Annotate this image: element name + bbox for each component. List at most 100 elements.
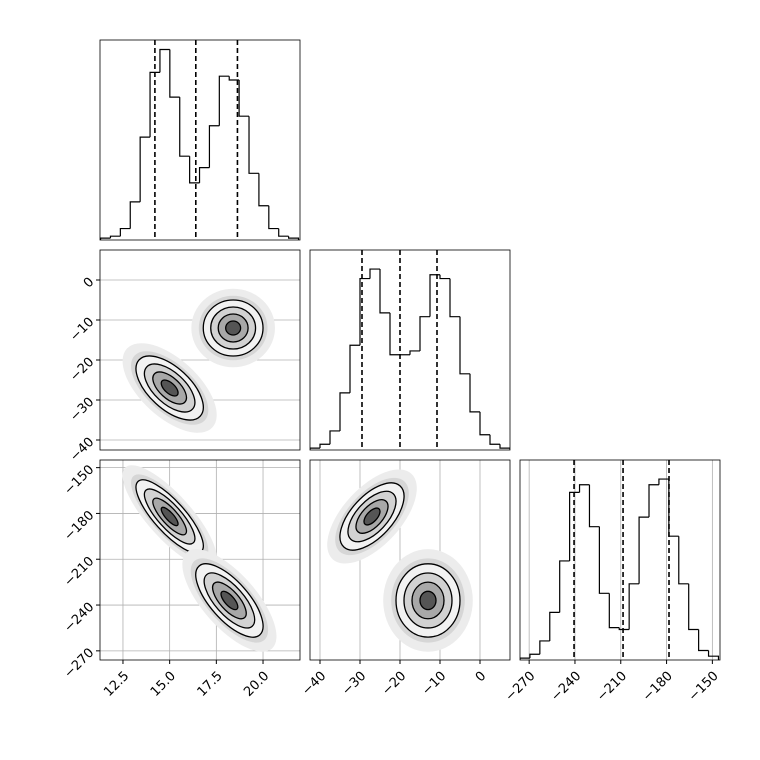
histogram-step	[100, 237, 111, 240]
histogram-step	[288, 236, 300, 240]
histogram-step	[429, 274, 440, 317]
histogram-step	[449, 278, 460, 318]
histogram-step	[529, 653, 540, 659]
density-contour	[419, 590, 437, 611]
histogram-step	[329, 430, 340, 445]
histogram-step	[159, 48, 170, 73]
histogram-step	[228, 76, 240, 81]
histogram-step	[668, 479, 679, 537]
histogram-step	[238, 80, 250, 117]
histogram-step	[268, 205, 279, 230]
histogram-step	[389, 312, 400, 356]
histogram-step	[208, 125, 220, 168]
histogram-step	[319, 443, 330, 449]
panel-frame	[309, 249, 511, 451]
x-tick-label: −30	[339, 669, 369, 699]
y-tick-label: −30	[67, 395, 97, 425]
histogram-step	[119, 227, 131, 237]
histogram-step	[688, 583, 699, 631]
x-tick-label: −10	[419, 669, 449, 699]
histogram-step	[628, 583, 640, 630]
x-tick-label: 12.5	[101, 669, 132, 700]
x-tick-label: −270	[503, 669, 539, 705]
x-tick-label: −240	[548, 669, 584, 705]
histogram-step	[598, 526, 610, 594]
histogram-step	[359, 277, 370, 346]
histogram-step	[310, 447, 320, 450]
histogram-step	[569, 491, 580, 561]
histogram-step	[149, 71, 160, 138]
y-tick-label: −210	[61, 554, 97, 590]
histogram-step	[198, 167, 210, 183]
histogram-step	[339, 392, 350, 431]
y-tick-label: −20	[67, 355, 97, 385]
panel-frame	[99, 459, 301, 661]
histogram-step	[109, 235, 121, 239]
x-tick-label: 0	[473, 669, 489, 685]
histogram-step	[439, 274, 450, 280]
histogram-step	[248, 116, 259, 174]
histogram-step	[618, 627, 630, 631]
x-tick-label: −40	[299, 669, 329, 699]
panel-frame	[519, 459, 721, 661]
x-tick-label: −150	[686, 669, 722, 705]
histogram-step	[139, 136, 151, 202]
panel	[100, 279, 300, 441]
histogram-step	[549, 611, 560, 641]
histogram-step	[369, 268, 380, 279]
histogram-step	[278, 228, 289, 237]
histogram-step	[258, 173, 269, 207]
histogram-step	[409, 350, 420, 355]
panel	[319, 460, 481, 660]
histogram-step	[539, 640, 550, 655]
x-tick-label: 20.0	[241, 669, 272, 700]
y-tick-label: 0	[81, 275, 97, 291]
histogram-step	[469, 373, 480, 413]
density-contour	[160, 506, 179, 527]
histogram-step	[658, 478, 669, 485]
density-contour	[225, 320, 242, 336]
histogram-step	[588, 484, 600, 528]
x-tick-label: 15.0	[148, 669, 179, 700]
histogram-step	[459, 316, 470, 375]
histogram-step	[179, 97, 190, 157]
histogram-step	[698, 629, 709, 652]
histogram-step	[678, 536, 689, 585]
y-tick-label: −240	[61, 600, 97, 636]
panel-frame	[99, 249, 301, 451]
y-tick-label: −180	[61, 508, 97, 544]
panel	[520, 460, 720, 660]
histogram-step	[559, 560, 570, 613]
x-tick-label: −180	[640, 669, 676, 705]
histogram-step	[499, 444, 510, 450]
panel	[310, 250, 510, 450]
y-tick-label: −150	[61, 462, 97, 498]
histogram-step	[648, 484, 659, 518]
histogram-step	[489, 434, 500, 445]
density-contour	[363, 507, 381, 526]
x-tick-label: −210	[594, 669, 630, 705]
histogram-step	[707, 650, 720, 660]
histogram-step	[608, 593, 620, 629]
histogram-step	[578, 484, 590, 493]
y-tick-label: −10	[67, 315, 97, 345]
histogram-step	[218, 75, 230, 126]
x-tick-label: 17.5	[195, 669, 226, 700]
histogram-step	[638, 516, 650, 584]
panel	[100, 40, 300, 240]
histogram-step	[479, 411, 490, 436]
histogram-step	[419, 316, 430, 351]
panel-frame	[99, 39, 301, 241]
y-tick-label: −40	[67, 435, 97, 465]
histogram-step	[129, 201, 141, 229]
histogram-step	[169, 49, 180, 98]
density-contour	[160, 379, 179, 397]
density-contour	[220, 590, 239, 611]
x-tick-label: −20	[379, 669, 409, 699]
histogram-step	[349, 344, 360, 393]
panel-frame	[309, 459, 511, 661]
panel	[100, 460, 300, 660]
histogram-step	[520, 657, 530, 660]
histogram-step	[189, 156, 200, 184]
